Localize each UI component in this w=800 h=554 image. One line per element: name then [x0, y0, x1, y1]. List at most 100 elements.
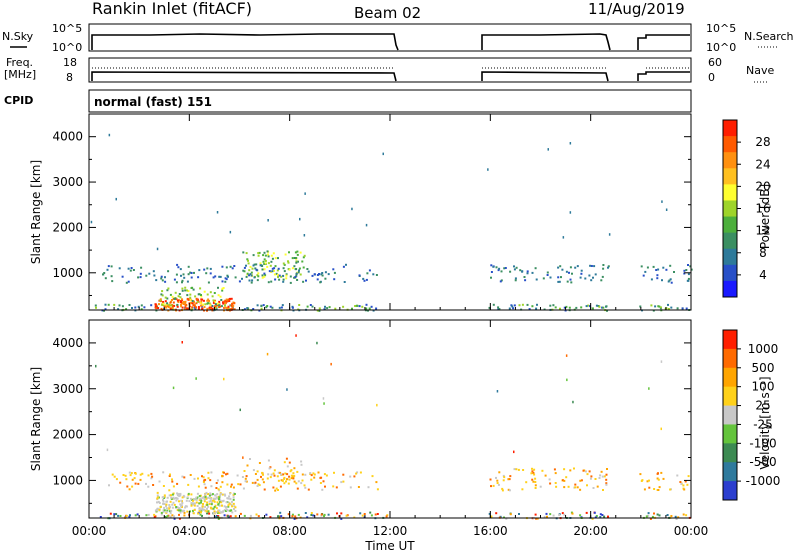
- power-cell: [683, 269, 686, 272]
- power-cell: [326, 307, 329, 310]
- velocity-cell: [310, 474, 313, 477]
- velocity-cell: [599, 474, 602, 477]
- velocity-cell: [206, 501, 209, 504]
- velocity-cell: [119, 481, 122, 484]
- power-cell: [221, 265, 224, 268]
- velocity-cell: [209, 500, 212, 502]
- power-cell: [162, 302, 165, 305]
- power-cell: [495, 266, 498, 269]
- power-cell: [531, 271, 534, 274]
- power-cell: [181, 287, 184, 290]
- power-cell: [203, 268, 206, 271]
- velocity-cell: [287, 482, 290, 485]
- velocity-cell: [178, 507, 181, 510]
- power-cell: [196, 300, 199, 303]
- power-cell: [278, 306, 281, 309]
- velocity-cell: [220, 501, 223, 504]
- velocity-cell: [216, 493, 219, 496]
- velocity-cell: [283, 461, 286, 464]
- velocity-cell: [549, 482, 552, 485]
- power-cell: [180, 274, 182, 277]
- velocity-cell: [209, 479, 212, 482]
- colorbar-tick-label: -100: [749, 436, 776, 450]
- velocity-cell: [207, 496, 210, 499]
- velocity-cell: [335, 486, 338, 489]
- noise-panel: N.Sky 10^5 10^0 10^5 10^0 N.Search: [2, 22, 794, 54]
- power-cell: [490, 264, 493, 267]
- power-cell: [514, 279, 517, 282]
- velocity-cell: [223, 493, 226, 496]
- cpid-frame: [88, 89, 692, 113]
- power-cell: [222, 302, 225, 305]
- power-cell: [129, 269, 132, 272]
- power-cell: [171, 307, 174, 310]
- power-cell: [318, 309, 321, 312]
- power-cell: [366, 272, 369, 275]
- velocity-cell: [137, 482, 140, 485]
- power-cell: [282, 278, 285, 281]
- power-cell: [247, 259, 249, 262]
- y-tick-label: 4000: [52, 336, 83, 350]
- power-cell: [224, 277, 227, 280]
- velocity-cell: [227, 515, 229, 518]
- power-cell: [137, 276, 140, 279]
- power-rti-panel: 1000 2000 3000 4000 Slant Range [km]: [29, 113, 693, 312]
- velocity-cell: [565, 354, 568, 357]
- power-cell: [654, 305, 657, 308]
- colorbar-segment: [723, 348, 737, 369]
- velocity-cell: [290, 469, 293, 472]
- velocity-cell: [169, 515, 172, 518]
- power-cell: [220, 299, 223, 301]
- power-cell: [652, 265, 655, 268]
- power-cell: [324, 277, 327, 280]
- velocity-cell: [532, 471, 535, 474]
- velocity-cell: [150, 477, 153, 480]
- velocity-cell: [561, 512, 564, 515]
- velocity-cell: [193, 477, 196, 480]
- velocity-cell: [534, 513, 537, 516]
- velocity-cell: [530, 472, 533, 475]
- velocity-cell: [221, 481, 224, 484]
- power-cell: [206, 309, 208, 312]
- power-cell: [267, 262, 270, 265]
- power-cell: [559, 307, 561, 310]
- power-cell: [296, 279, 299, 281]
- velocity-cell: [342, 480, 345, 483]
- power-cell: [176, 263, 179, 266]
- velocity-cell: [245, 480, 248, 483]
- velocity-cell: [173, 503, 176, 506]
- power-cell: [280, 275, 283, 278]
- power-cell: [580, 306, 583, 309]
- power-cell: [602, 306, 605, 309]
- velocity-cell: [602, 489, 604, 491]
- nave-tick-top: 60: [708, 56, 722, 69]
- power-cell: [255, 268, 258, 271]
- power-cell: [273, 273, 276, 276]
- power-cell: [177, 266, 180, 269]
- velocity-cell: [200, 499, 203, 502]
- power-cell: [196, 299, 199, 302]
- power-cell: [171, 305, 174, 308]
- power-cell: [207, 302, 210, 305]
- velocity-cell: [239, 512, 242, 515]
- velocity-cell: [363, 513, 366, 515]
- velocity-cell: [163, 503, 166, 505]
- velocity-cell: [210, 501, 213, 504]
- velocity-cell: [543, 515, 546, 518]
- power-cell: [158, 303, 160, 306]
- power-cell: [202, 303, 204, 306]
- velocity-cell: [332, 485, 335, 488]
- velocity-cell: [162, 509, 165, 512]
- power-cell: [608, 233, 611, 236]
- power-cell: [226, 307, 229, 310]
- power-cell: [526, 272, 529, 275]
- power-cell: [557, 266, 560, 269]
- freq-trace: [91, 71, 690, 82]
- velocity-cell: [178, 517, 181, 520]
- power-cell: [687, 277, 690, 280]
- velocity-cell: [603, 475, 606, 478]
- velocity-cell: [653, 512, 655, 515]
- velocity-cell: [193, 498, 196, 501]
- x-tick-label: 16:00: [473, 524, 508, 538]
- velocity-cell: [279, 511, 282, 514]
